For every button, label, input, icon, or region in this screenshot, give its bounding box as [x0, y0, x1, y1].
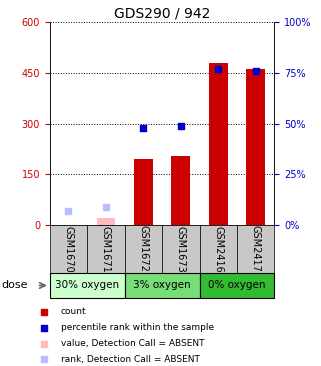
- Text: value, Detection Call = ABSENT: value, Detection Call = ABSENT: [61, 339, 204, 348]
- Bar: [171, 156, 190, 225]
- Text: percentile rank within the sample: percentile rank within the sample: [61, 323, 214, 332]
- Bar: [247, 69, 265, 225]
- Bar: [134, 159, 153, 225]
- Point: [216, 66, 221, 72]
- Point: [253, 68, 258, 74]
- Text: GSM1670: GSM1670: [64, 225, 74, 272]
- Bar: [209, 63, 228, 225]
- Bar: [125, 225, 162, 273]
- Text: GSM2416: GSM2416: [213, 225, 223, 272]
- Text: GSM1672: GSM1672: [138, 225, 148, 272]
- Point: [103, 204, 108, 210]
- Bar: [50, 273, 125, 298]
- Point: [66, 208, 71, 214]
- Bar: [162, 225, 200, 273]
- Bar: [87, 225, 125, 273]
- Text: GSM1673: GSM1673: [176, 225, 186, 272]
- Text: count: count: [61, 307, 87, 317]
- Title: GDS290 / 942: GDS290 / 942: [114, 7, 210, 21]
- Point: [279, 127, 284, 132]
- Bar: [50, 225, 87, 273]
- Text: GSM1671: GSM1671: [101, 225, 111, 272]
- Point: [141, 125, 146, 131]
- Text: 3% oxygen: 3% oxygen: [133, 280, 191, 291]
- Text: 30% oxygen: 30% oxygen: [55, 280, 119, 291]
- Text: 0% oxygen: 0% oxygen: [208, 280, 266, 291]
- Bar: [200, 273, 274, 298]
- Point: [279, 270, 284, 276]
- Text: rank, Detection Call = ABSENT: rank, Detection Call = ABSENT: [61, 355, 200, 364]
- Bar: [97, 218, 115, 225]
- Text: dose: dose: [2, 280, 28, 290]
- Bar: [237, 225, 274, 273]
- Bar: [200, 225, 237, 273]
- Bar: [125, 273, 200, 298]
- Point: [178, 123, 183, 128]
- Text: GSM2417: GSM2417: [251, 225, 261, 272]
